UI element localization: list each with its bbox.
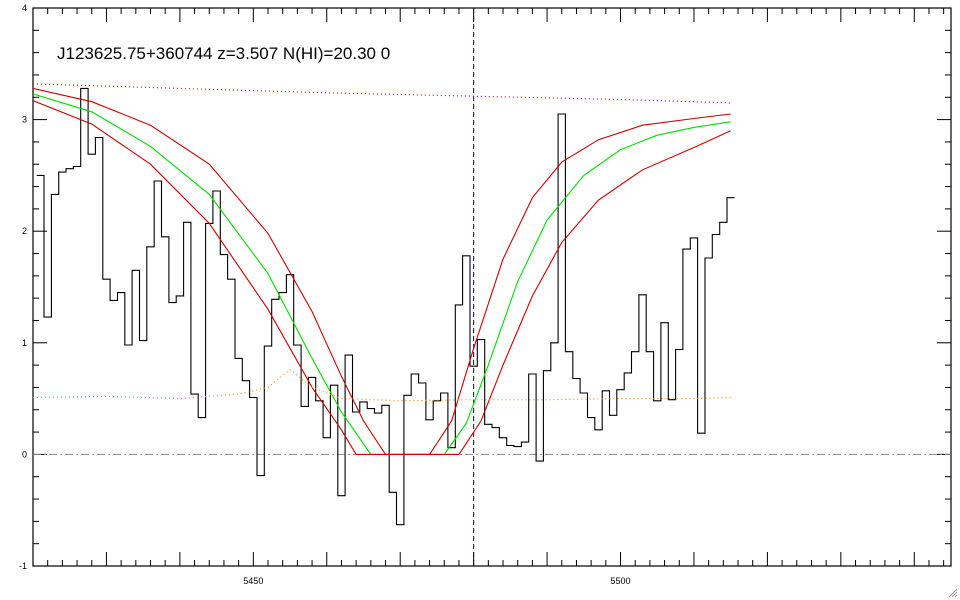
dotted-series-5 bbox=[33, 368, 731, 402]
x-tick-label: 5500 bbox=[611, 576, 631, 586]
model-profile-series-2 bbox=[33, 87, 731, 455]
model-profile-series-1 bbox=[33, 93, 731, 455]
chart-title: J123625.75+360744 z=3.507 N(HI)=20.30 0 bbox=[57, 44, 390, 63]
dotted-series-4 bbox=[33, 83, 731, 104]
reference-lines bbox=[33, 8, 951, 566]
flux-spectrum-series bbox=[36, 87, 735, 526]
axes-frame bbox=[32, 7, 952, 567]
y-tick-label: -1 bbox=[19, 561, 27, 571]
model-profile-series-3 bbox=[33, 100, 731, 455]
resize-grip-icon[interactable] bbox=[946, 586, 958, 598]
y-tick-label: 2 bbox=[22, 226, 27, 236]
y-tick-label: 4 bbox=[22, 3, 27, 13]
y-tick-label: 3 bbox=[22, 115, 27, 125]
series-layer bbox=[33, 83, 735, 526]
y-tick-label: 0 bbox=[22, 449, 27, 459]
axis-ticks: -1 0 1 2 3 4 5450 5500 bbox=[19, 3, 951, 586]
plot-frame bbox=[32, 7, 952, 567]
y-tick-label: 1 bbox=[22, 338, 27, 348]
x-tick-label: 5450 bbox=[243, 576, 263, 586]
